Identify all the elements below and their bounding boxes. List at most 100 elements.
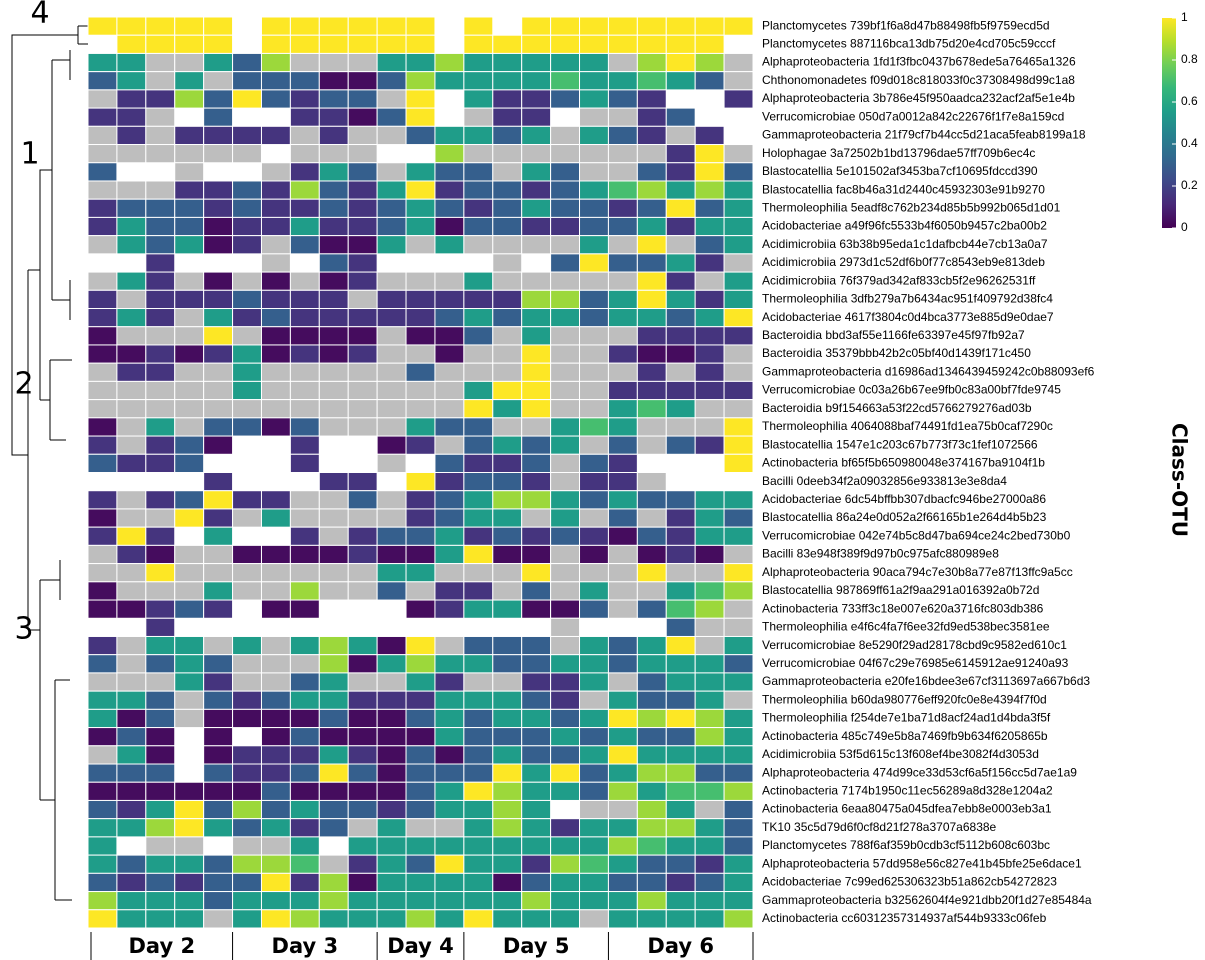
cell [521, 490, 552, 510]
cell [116, 16, 147, 36]
cell [116, 417, 147, 437]
cell [579, 909, 609, 929]
cell [521, 581, 552, 601]
cell [463, 34, 494, 54]
cell [145, 198, 176, 218]
cell [607, 216, 638, 237]
cell [463, 581, 494, 601]
cell [694, 144, 725, 164]
cell [579, 107, 609, 127]
cell [579, 763, 609, 783]
cell [463, 162, 494, 182]
cell [116, 362, 147, 382]
cell [521, 508, 552, 528]
cell [318, 344, 349, 364]
cell [463, 799, 494, 820]
cell [463, 854, 494, 874]
cluster-label: 2 [14, 367, 33, 402]
cell [434, 563, 465, 583]
cell [116, 52, 147, 73]
cell [87, 380, 118, 401]
cell [116, 508, 147, 528]
cell [434, 289, 465, 310]
cell [636, 125, 667, 146]
cell [694, 690, 725, 710]
cell [87, 453, 118, 473]
cell [723, 781, 754, 801]
cell [492, 581, 523, 601]
cell [405, 654, 436, 674]
cell [550, 836, 581, 856]
cell [260, 16, 291, 36]
cell [492, 435, 523, 455]
cell [174, 399, 205, 419]
cell [607, 563, 638, 583]
cell [376, 799, 407, 820]
cell [289, 308, 320, 328]
cell [434, 326, 465, 346]
cell [347, 745, 378, 765]
row-label: Alphaproteobacteria 1fd1f3fbc0437b678ede… [762, 55, 1076, 69]
cell [203, 71, 234, 91]
cell [145, 508, 176, 528]
cell [405, 526, 436, 546]
cell [260, 326, 291, 346]
cell [463, 344, 494, 364]
cell [492, 180, 523, 200]
cell [579, 544, 609, 565]
cell [174, 799, 205, 820]
cell [116, 235, 147, 255]
cell [636, 417, 667, 437]
cell [260, 544, 291, 565]
cell [145, 563, 176, 583]
cell [289, 417, 320, 437]
cell [116, 799, 147, 820]
cell [723, 308, 754, 328]
cell [116, 690, 147, 710]
cell [405, 472, 436, 492]
cell [405, 216, 436, 237]
cell [145, 125, 176, 146]
cell [145, 89, 176, 109]
cell [723, 581, 754, 601]
cell [145, 490, 176, 510]
cell [550, 599, 581, 619]
day-label: Day 3 [272, 934, 339, 958]
cell [405, 818, 436, 838]
colorbar [1162, 18, 1176, 228]
cell [260, 818, 291, 838]
cell [607, 144, 638, 164]
cell [260, 836, 291, 856]
cell [116, 745, 147, 765]
cell [550, 417, 581, 437]
cell [636, 708, 667, 729]
cell [174, 235, 205, 255]
cell [550, 544, 581, 565]
cell [694, 872, 725, 893]
cell [347, 818, 378, 838]
cell [174, 344, 205, 364]
cell [665, 581, 696, 601]
cell [550, 16, 581, 36]
cell [694, 162, 725, 182]
cell [289, 599, 320, 619]
cell [260, 308, 291, 328]
cell [550, 763, 581, 783]
cell [521, 289, 552, 310]
cell [87, 362, 118, 382]
cell [723, 271, 754, 291]
cell [289, 544, 320, 565]
cell [579, 289, 609, 310]
cell [434, 508, 465, 528]
cell [579, 672, 609, 692]
cell [694, 326, 725, 346]
cell [116, 526, 147, 546]
cell [579, 891, 609, 911]
cell [260, 508, 291, 528]
cell [232, 872, 262, 893]
cell [694, 34, 725, 54]
cell [376, 490, 407, 510]
cell [607, 635, 638, 656]
row-label: Bacilli 83e948f389f9d97b0c975afc880989e8 [762, 547, 999, 561]
cell [579, 308, 609, 328]
